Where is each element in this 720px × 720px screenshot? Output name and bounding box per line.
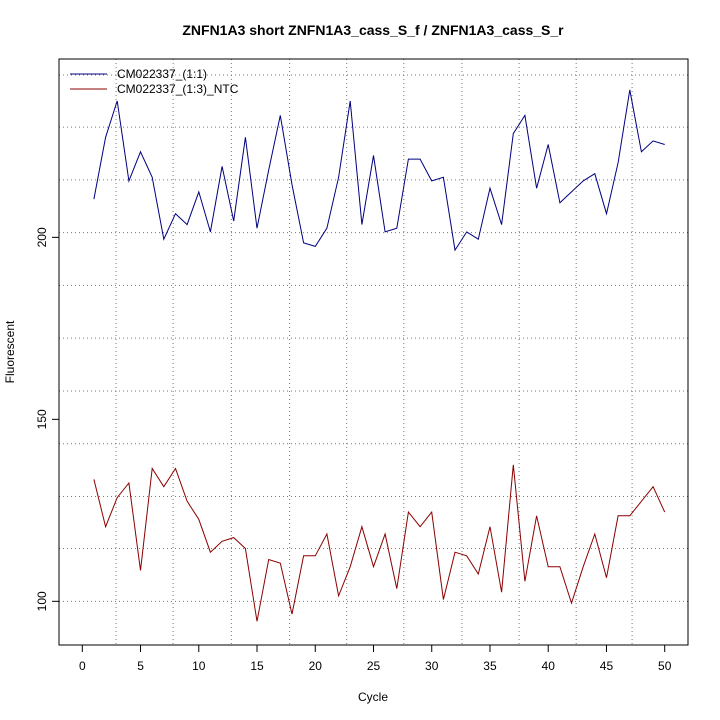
y-tick-label: 100 [35,591,49,611]
series-line-2 [93,464,666,622]
x-tick-label: 10 [192,659,206,673]
x-tick-label: 30 [425,659,439,673]
x-tick-label: 45 [600,659,614,673]
y-tick-label: 200 [35,227,49,247]
x-tick-label: 0 [79,659,86,673]
x-tick-label: 15 [250,659,264,673]
legend: CM022337_(1:1)CM022337_(1:3)_NTC [70,67,239,96]
legend-label-1: CM022337_(1:1) [117,67,207,81]
series-group [93,89,666,622]
x-axis-label: Cycle [358,690,388,704]
legend-label-2: CM022337_(1:3)_NTC [117,82,239,96]
x-tick-label: 5 [137,659,144,673]
chart-title: ZNFN1A3 short ZNFN1A3_cass_S_f / ZNFN1A3… [182,22,564,38]
series-line-1 [93,89,665,252]
y-axis-label: Fluorescent [3,320,17,383]
y-axis: 100 150 200 [35,227,60,611]
x-axis: 0 5 10 15 20 25 30 35 40 45 50 [79,644,672,673]
y-tick-label: 150 [35,409,49,429]
x-tick-label: 40 [542,659,556,673]
x-tick-label: 35 [483,659,497,673]
grid [59,59,688,645]
x-tick-label: 25 [367,659,381,673]
x-tick-label: 20 [309,659,323,673]
x-tick-label: 50 [658,659,672,673]
plot-frame [58,58,689,646]
